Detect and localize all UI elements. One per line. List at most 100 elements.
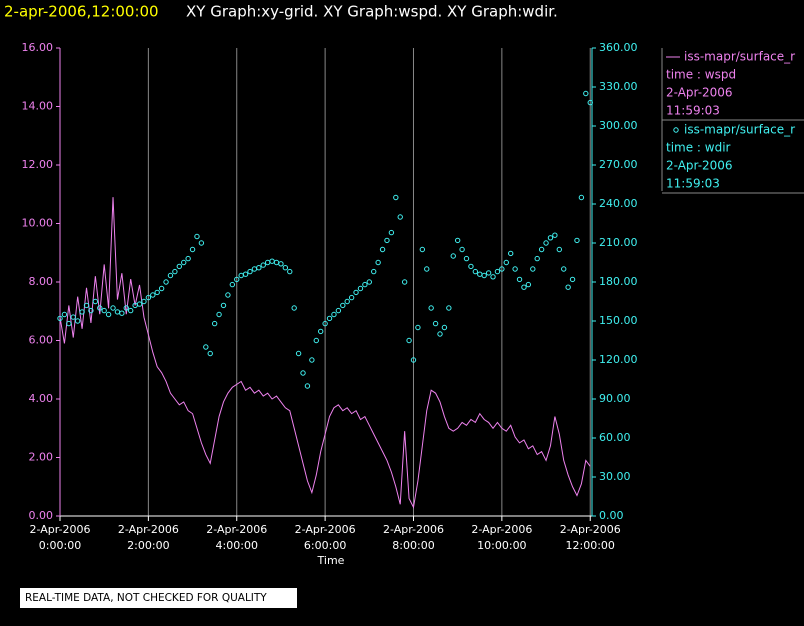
data-point — [446, 305, 452, 311]
data-point — [176, 263, 183, 270]
data-point — [371, 268, 377, 275]
data-point — [375, 259, 381, 266]
data-point — [340, 302, 346, 309]
y-tick-label: 12.00 — [22, 158, 54, 171]
data-point — [101, 307, 107, 314]
x-tick-date: 2-Apr-2006 — [29, 523, 90, 536]
y2-tick-label: 270.00 — [599, 158, 638, 171]
data-point — [278, 261, 284, 267]
y2-tick-label: 0.00 — [599, 509, 624, 522]
legend-line: time : wdir — [666, 141, 731, 155]
y2-tick-label: 360.00 — [599, 41, 638, 54]
x-tick-date: 2-Apr-2006 — [383, 523, 444, 536]
data-point — [167, 272, 174, 279]
y2-tick-label: 210.00 — [599, 236, 638, 249]
data-point — [110, 305, 116, 311]
data-point — [428, 305, 434, 311]
data-point — [105, 311, 112, 318]
data-point — [74, 318, 81, 324]
data-point — [304, 383, 311, 389]
data-point — [185, 255, 191, 262]
legend-symbol — [673, 127, 679, 133]
data-point — [119, 310, 125, 316]
data-point — [260, 262, 266, 268]
data-point — [97, 305, 103, 311]
data-point — [61, 311, 68, 318]
y-tick-label: 0.00 — [29, 509, 54, 522]
data-point — [172, 268, 178, 275]
data-point — [203, 344, 209, 350]
data-point — [530, 266, 536, 272]
x-tick-label: 8:00:00 — [392, 539, 434, 552]
x-tick-label: 12:00:00 — [566, 539, 615, 552]
data-point — [481, 272, 487, 279]
data-point — [437, 331, 443, 337]
x-tick-date: 2-Apr-2006 — [471, 523, 532, 536]
data-point — [441, 324, 448, 331]
data-point — [207, 350, 213, 357]
x-tick-label: 0:00:00 — [39, 539, 81, 552]
legend-line: 11:59:03 — [666, 104, 720, 118]
data-point — [344, 298, 350, 305]
data-point — [247, 268, 253, 275]
y2-tick-label: 60.00 — [599, 431, 631, 444]
data-point — [543, 240, 549, 246]
data-point — [127, 307, 134, 314]
data-point — [331, 311, 337, 318]
data-line — [59, 197, 591, 509]
data-point — [211, 320, 218, 327]
data-point — [313, 337, 319, 344]
data-point — [432, 320, 439, 327]
data-point — [348, 294, 355, 301]
data-point — [83, 302, 90, 309]
data-point — [181, 259, 187, 266]
data-point — [450, 253, 456, 259]
data-point — [468, 263, 474, 270]
data-point — [216, 311, 222, 318]
y-tick-label: 2.00 — [29, 451, 54, 464]
x-tick-label: 2:00:00 — [127, 539, 169, 552]
data-point — [194, 233, 200, 240]
data-point — [300, 370, 306, 376]
data-point — [357, 285, 364, 292]
data-point — [499, 266, 505, 272]
data-point — [220, 302, 227, 309]
y-tick-label: 16.00 — [22, 41, 54, 54]
legend-name: iss-mapr/surface_r — [684, 123, 795, 137]
x-tick-label: 10:00:00 — [477, 539, 526, 552]
data-point — [463, 255, 470, 262]
x-axis-label: Time — [317, 554, 345, 567]
data-point — [512, 266, 518, 272]
data-point — [123, 305, 129, 311]
data-point — [150, 292, 156, 298]
data-point — [335, 307, 342, 314]
data-point — [189, 246, 196, 253]
data-point — [556, 246, 563, 253]
data-point — [569, 276, 576, 283]
data-point — [154, 289, 160, 296]
data-point — [88, 307, 94, 314]
x-tick-date: 2-Apr-2006 — [206, 523, 267, 536]
data-point — [388, 229, 395, 236]
data-point — [538, 246, 545, 253]
data-point — [397, 214, 403, 220]
data-point — [234, 276, 240, 283]
data-point — [57, 315, 63, 322]
data-point — [406, 337, 412, 344]
legend-line: 2-Apr-2006 — [666, 159, 733, 173]
data-point — [574, 237, 580, 244]
data-point — [547, 235, 554, 241]
data-point — [561, 266, 567, 272]
header-text: XY Graph:xy-grid. XY Graph:wspd. XY Grap… — [186, 3, 558, 21]
legend-line: 2-Apr-2006 — [666, 86, 733, 100]
data-point — [587, 99, 593, 106]
data-point — [158, 285, 165, 292]
data-point — [282, 265, 289, 271]
y-tick-label: 14.00 — [22, 100, 54, 113]
y2-tick-label: 120.00 — [599, 353, 638, 366]
x-tick-date: 2-Apr-2006 — [560, 523, 621, 536]
y2-tick-label: 240.00 — [599, 197, 638, 210]
footer-text: REAL-TIME DATA, NOT CHECKED FOR QUALITY — [25, 592, 267, 604]
